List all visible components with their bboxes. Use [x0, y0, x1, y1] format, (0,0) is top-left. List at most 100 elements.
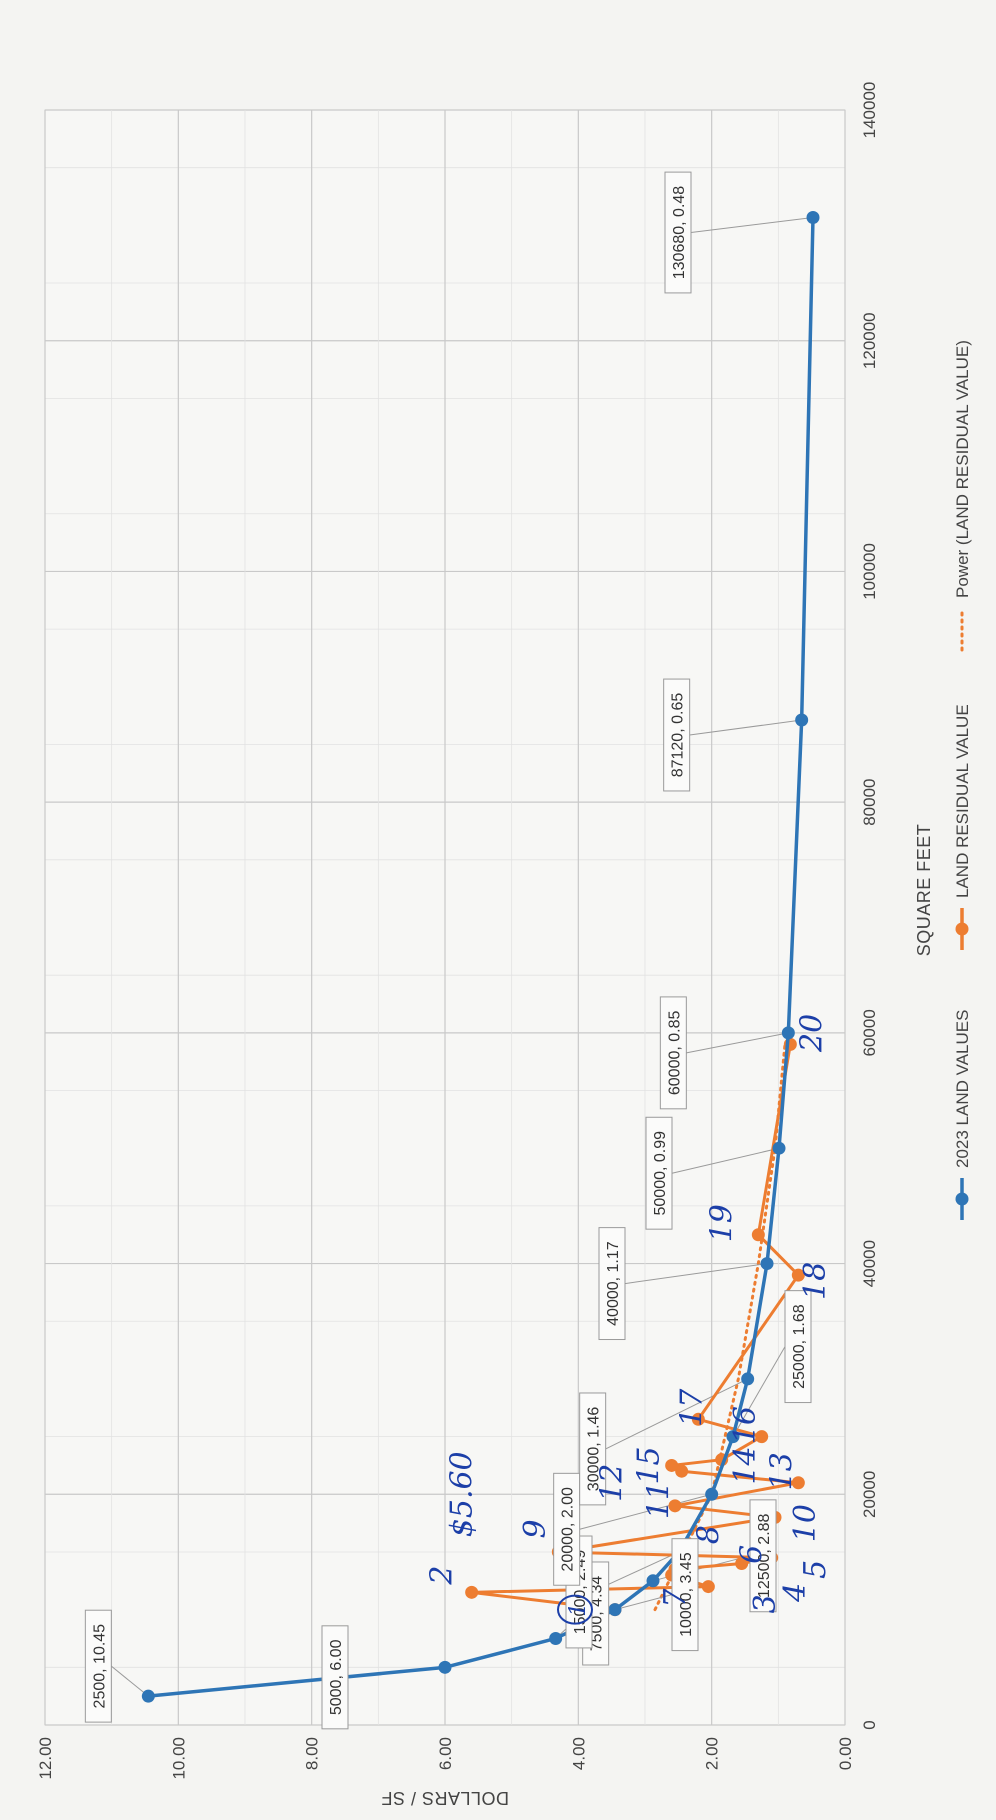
data-label: 20000, 2.00: [560, 1487, 577, 1572]
label-leader-line: [579, 1493, 712, 1530]
y-tick-label: 4.00: [569, 1737, 588, 1770]
legend-land-residual-marker: [955, 922, 969, 936]
x-tick-label: 20000: [860, 1471, 879, 1518]
x-tick-label: 40000: [860, 1240, 879, 1287]
data-label: 10000, 3.45: [678, 1552, 695, 1637]
land-values-point: [438, 1660, 452, 1674]
data-label: 25000, 1.68: [791, 1304, 808, 1389]
land-values-point: [806, 211, 820, 225]
handwritten-annotation: 8: [691, 1525, 726, 1544]
label-leader-line: [686, 1032, 789, 1054]
data-label: 40000, 1.17: [605, 1241, 622, 1326]
data-label: 12500, 2.88: [756, 1513, 773, 1598]
handwritten-annotation: 18: [798, 1262, 833, 1300]
label-leader-line: [614, 1594, 673, 1611]
land-values-point: [795, 713, 809, 727]
land-residual-value-point: [675, 1464, 689, 1478]
handwritten-annotation: 2: [425, 1565, 460, 1585]
legend-land-values-label: 2023 LAND VALUES: [953, 1010, 972, 1168]
land-residual-value-point: [465, 1585, 479, 1599]
land-residual-value-point: [665, 1458, 679, 1472]
land-residual-value-point: [668, 1499, 682, 1513]
land-values-point: [141, 1689, 155, 1703]
y-tick-label: 10.00: [169, 1737, 188, 1780]
y-tick-label: 0.00: [836, 1737, 855, 1770]
label-leader-line: [689, 719, 802, 736]
label-leader-line: [690, 217, 814, 234]
data-label: 50000, 0.99: [652, 1131, 669, 1216]
handwritten-annotation: 20: [795, 1014, 830, 1053]
land-residual-value-point: [791, 1268, 805, 1282]
legend-land-residual-label: LAND RESIDUAL VALUE: [953, 704, 972, 898]
data-label-box: [598, 1227, 626, 1341]
y-tick-label: 12.00: [36, 1737, 55, 1780]
handwritten-annotation: 1: [566, 1603, 591, 1617]
handwritten-annotation: 7: [658, 1588, 693, 1608]
data-label-box: [321, 1625, 349, 1730]
annotation-circle: [557, 1594, 593, 1625]
land-values-point: [646, 1574, 660, 1588]
label-leader-line: [624, 1263, 768, 1285]
handwritten-annotation: 6: [735, 1545, 770, 1564]
label-leader-line: [605, 1378, 748, 1450]
x-axis-title: SQUARE FEET: [914, 824, 934, 957]
land-residual-value-point: [701, 1580, 715, 1594]
handwritten-annotation: 13: [765, 1452, 800, 1490]
handwritten-annotation: 12: [595, 1464, 630, 1502]
data-label: 7500, 4.34: [589, 1576, 606, 1652]
x-tick-label: 60000: [860, 1009, 879, 1056]
data-label-box: [659, 996, 687, 1110]
legend-power-label: Power (LAND RESIDUAL VALUE): [953, 340, 972, 598]
y-tick-label: 2.00: [703, 1737, 722, 1770]
handwritten-annotation: 19: [705, 1204, 740, 1242]
data-label: 130680, 0.48: [671, 186, 688, 280]
y-tick-label: 6.00: [436, 1737, 455, 1770]
land-values-point: [549, 1631, 563, 1645]
data-label-box: [664, 171, 692, 294]
gridlines: [44, 109, 846, 1726]
handwritten-annotation: 17: [675, 1388, 710, 1427]
land-values-point: [705, 1487, 719, 1501]
handwritten-annotation: 16: [728, 1406, 763, 1444]
data-label-box: [645, 1116, 673, 1230]
data-label: 87120, 0.65: [670, 693, 687, 778]
data-label-box: [784, 1290, 812, 1404]
land-residual-value-point: [735, 1557, 749, 1570]
land-values-point: [760, 1257, 774, 1271]
label-leader-line: [732, 1346, 786, 1437]
data-label-box: [749, 1499, 777, 1613]
land-values-point: [772, 1141, 786, 1155]
data-label-box: [84, 1609, 112, 1723]
axis-ticks: 0 20000 40000 60000 80000 100000 120000 140000 0…: [36, 82, 879, 1780]
handwritten-annotation: 15: [631, 1446, 666, 1484]
data-label-box: [671, 1538, 699, 1652]
handwritten-annotation: 10: [788, 1504, 823, 1542]
label-leader-line: [671, 1147, 780, 1174]
x-tick-label: 140000: [860, 82, 879, 139]
land-residual-value-point: [791, 1476, 805, 1490]
land-residual-value-point: [691, 1412, 705, 1426]
data-label-box: [663, 678, 691, 792]
x-tick-label: 0: [860, 1720, 879, 1729]
data-label: 2500, 10.45: [91, 1624, 108, 1709]
data-label-box: [553, 1472, 581, 1586]
data-label: 60000, 0.85: [666, 1010, 683, 1095]
handwritten-annotation: 4: [778, 1583, 813, 1603]
handwritten-annotation: 14: [728, 1446, 763, 1484]
legend: 2023 LAND VALUES LAND RESIDUAL VALUE Power…: [953, 340, 972, 1220]
data-labels: 2500, 10.45 5000, 6.00 7500, 4.34 10000, 3.…: [84, 171, 812, 1730]
data-label-box: [579, 1392, 607, 1506]
x-tick-label: 120000: [860, 312, 879, 369]
label-leader-line: [111, 1665, 149, 1697]
y-axis-title: DOLLARS / SF: [381, 1788, 509, 1808]
x-tick-label: 100000: [860, 543, 879, 600]
land-residual-value-point: [755, 1430, 769, 1444]
handwritten-annotation: 3: [748, 1594, 783, 1613]
land-values-point: [741, 1372, 755, 1386]
handwritten-annotation: 9: [518, 1519, 553, 1538]
y-tick-label: 8.00: [303, 1737, 322, 1770]
handwritten-annotation: $5.60: [445, 1451, 480, 1537]
